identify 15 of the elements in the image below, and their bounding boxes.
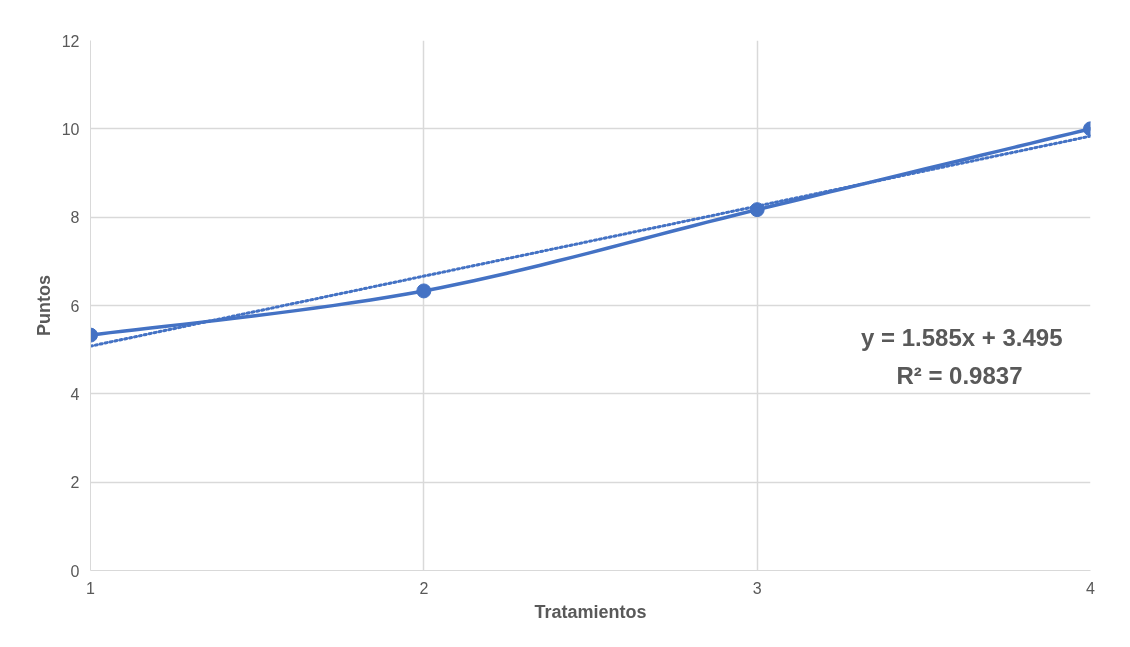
x-tick-label: 4	[1086, 579, 1096, 597]
y-tick-label: 2	[70, 474, 80, 492]
annotation: y = 1.585x + 3.495	[860, 323, 1063, 351]
y-tick-label: 4	[70, 385, 80, 403]
annotation: R² = 0.9837	[896, 361, 1023, 389]
y-tick-label: 10	[61, 120, 80, 138]
x-tick-label: 2	[419, 579, 429, 597]
x-tick-label: 3	[752, 579, 762, 597]
y-tick-label: 6	[70, 297, 80, 315]
y-tick-label: 8	[70, 209, 80, 227]
y-tick-label: 0	[70, 562, 80, 580]
x-axis-title: Tratamientos	[534, 601, 647, 622]
x-tick-label: 1	[86, 579, 96, 597]
y-axis-title: Puntos	[33, 275, 54, 336]
y-tick-label: 12	[61, 32, 80, 50]
